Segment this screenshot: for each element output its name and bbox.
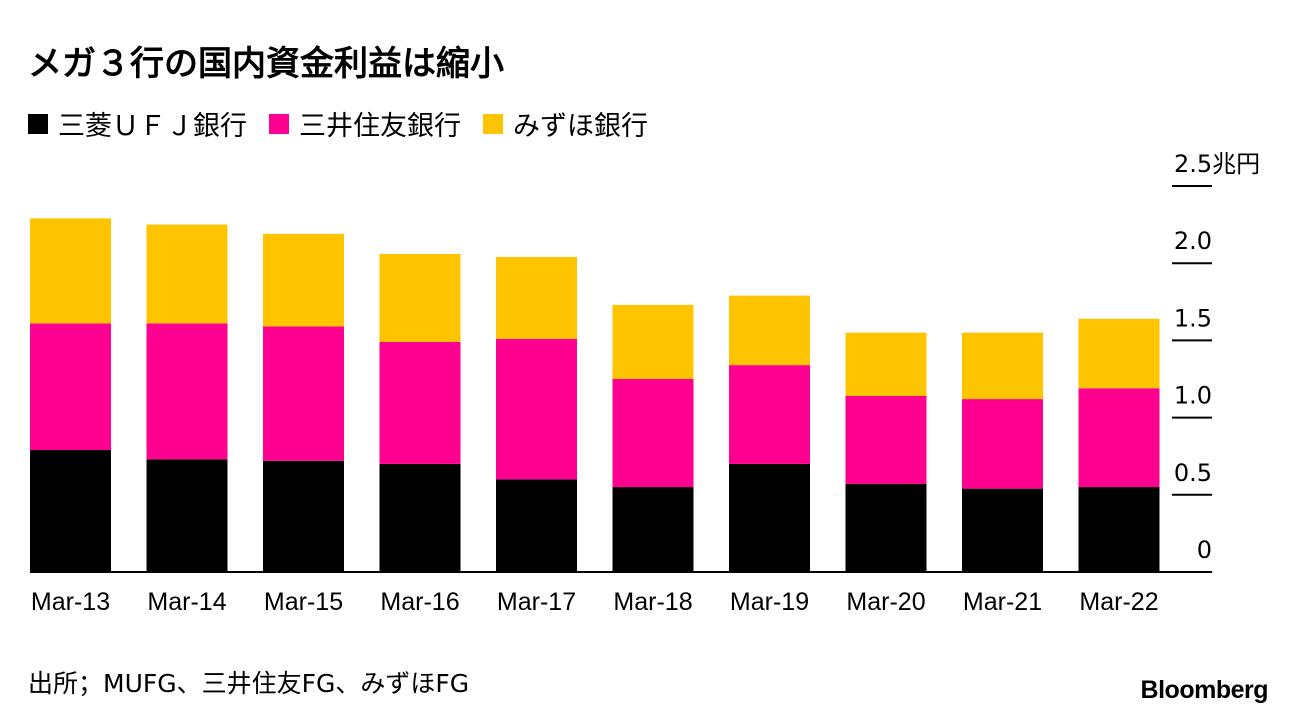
bar-mar-21-series-1 [962, 399, 1043, 489]
bar-mar-14-series-0 [146, 459, 228, 572]
bloomberg-logo: Bloomberg [1140, 676, 1269, 704]
legend-label-mizuho: みずほ銀行 [513, 111, 648, 142]
bar-mar-15-series-2 [263, 233, 344, 327]
bar-mar-20-series-2 [845, 332, 927, 396]
y-tick-label: 0 [1197, 536, 1212, 564]
bar-mar-19-series-2 [729, 295, 810, 366]
legend-item-mufg: 三菱ＵＦＪ銀行 [28, 104, 247, 143]
legend-item-smbc: 三井住友銀行 [269, 104, 461, 143]
x-tick-label: Mar-22 [1079, 588, 1158, 616]
legend-label-smbc: 三井住友銀行 [299, 111, 461, 142]
legend-item-mizuho: みずほ銀行 [483, 104, 648, 143]
x-tick-label: Mar-16 [380, 588, 459, 616]
bar-mar-20-series-1 [845, 395, 927, 484]
x-tick-label: Mar-21 [963, 588, 1042, 616]
legend: 三菱ＵＦＪ銀行 三井住友銀行 みずほ銀行 [28, 104, 670, 143]
y-tick-label: 2.5兆円 [1174, 150, 1260, 178]
bar-mar-16-series-2 [379, 253, 461, 342]
bar-mar-22-series-0 [1078, 487, 1160, 572]
bar-mar-13-series-2 [30, 218, 111, 324]
y-tick-label: 1.0 [1174, 382, 1212, 410]
x-tick-label: Mar-19 [730, 588, 809, 616]
bar-mar-21-series-2 [962, 332, 1043, 400]
bar-mar-18-series-2 [612, 304, 694, 379]
x-tick-label: Mar-15 [264, 588, 343, 616]
bar-mar-22-series-2 [1078, 318, 1160, 389]
y-tick-label: 1.5 [1174, 304, 1212, 332]
x-tick-label: Mar-13 [31, 588, 110, 616]
bar-mar-16-series-0 [379, 463, 461, 572]
bar-mar-18-series-1 [612, 379, 694, 488]
y-tick-label: 0.5 [1174, 459, 1212, 487]
legend-label-mufg: 三菱ＵＦＪ銀行 [58, 111, 247, 142]
bar-mar-17-series-1 [496, 338, 577, 480]
legend-swatch-mufg [28, 113, 48, 134]
x-tick-label: Mar-14 [147, 588, 226, 616]
bar-mar-16-series-1 [379, 341, 461, 464]
bar-mar-17-series-0 [496, 479, 577, 572]
bar-mar-14-series-1 [146, 323, 228, 460]
bar-mar-18-series-0 [612, 487, 694, 572]
x-tick-label: Mar-17 [497, 588, 576, 616]
bar-mar-21-series-0 [962, 488, 1043, 572]
legend-swatch-smbc [269, 113, 289, 134]
bar-mar-15-series-1 [263, 326, 344, 461]
bar-mar-13-series-1 [30, 323, 111, 451]
legend-swatch-mizuho [483, 113, 503, 134]
x-tick-label: Mar-18 [613, 588, 692, 616]
source-note: 出所；MUFG、三井住友FG、みずほFG [28, 669, 470, 698]
bar-mar-19-series-1 [729, 365, 810, 464]
bar-mar-22-series-1 [1078, 388, 1160, 488]
bar-mar-19-series-0 [729, 463, 810, 572]
bar-mar-15-series-0 [263, 460, 344, 572]
chart-title: メガ３行の国内資金利益は縮小 [28, 44, 504, 84]
y-tick-label: 2.0 [1174, 227, 1212, 255]
bar-mar-20-series-0 [845, 483, 927, 572]
bar-mar-14-series-2 [146, 224, 228, 324]
bar-mar-17-series-2 [496, 257, 577, 339]
bar-mar-13-series-0 [30, 450, 111, 572]
x-tick-label: Mar-20 [846, 588, 925, 616]
